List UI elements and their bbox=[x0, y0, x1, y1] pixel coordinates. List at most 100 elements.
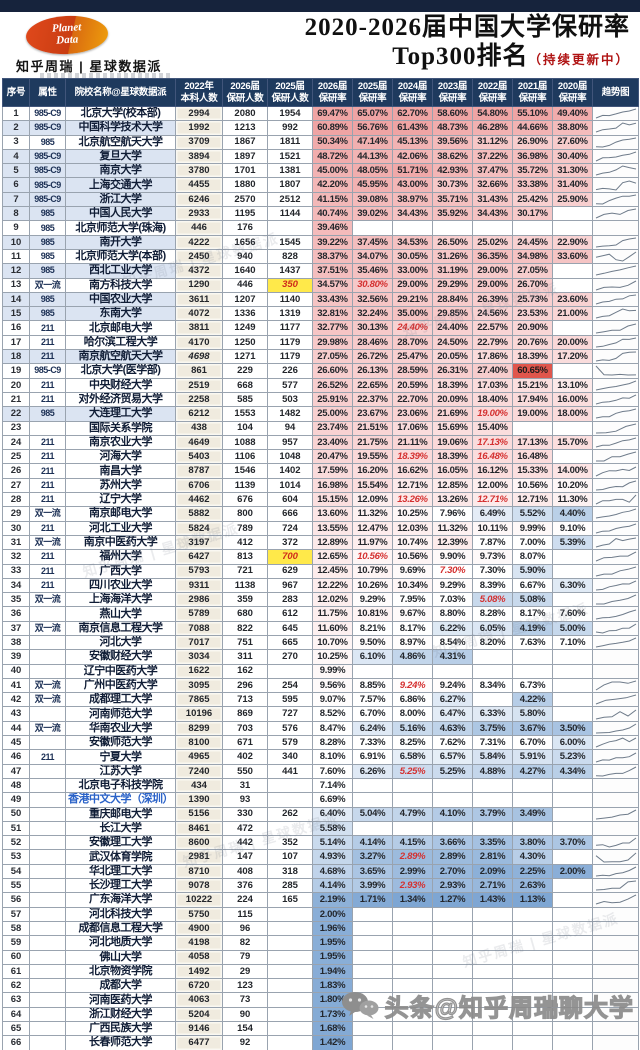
cell-university-name: 长沙理工大学 bbox=[65, 878, 176, 894]
trend-sparkline bbox=[595, 609, 636, 620]
col-header-8: 2025届 保研率 bbox=[352, 78, 393, 107]
cell-rate-2023 bbox=[432, 992, 473, 1008]
cell-rate-2021: 60.65% bbox=[512, 363, 553, 379]
cell-2026-recommend-count: 813 bbox=[222, 549, 268, 565]
cell-rate-2023: 16.05% bbox=[432, 463, 473, 479]
cell-rate-2020 bbox=[552, 692, 593, 708]
cell-rate-2020: 7.10% bbox=[552, 634, 593, 651]
cell-2026-recommend-count: 1336 bbox=[222, 306, 268, 322]
cell-2026-recommend-count: 123 bbox=[222, 978, 268, 994]
cell-attribute: 985-C9 bbox=[29, 163, 66, 179]
cell-trend-sparkline bbox=[592, 649, 639, 665]
cell-rate-2025: 6.26% bbox=[352, 763, 393, 779]
cell-rate-2021: 18.39% bbox=[512, 349, 553, 365]
cell-rate-2020 bbox=[552, 892, 593, 908]
cell-rate-2024: 9.24% bbox=[392, 677, 433, 694]
cell-rate-2023: 26.31% bbox=[432, 363, 473, 379]
cell-undergrad-count: 4965 bbox=[175, 749, 223, 765]
cell-rate-2023: 28.84% bbox=[432, 291, 473, 308]
cell-rank-number: 13 bbox=[2, 277, 30, 293]
cell-attribute: 211 bbox=[29, 434, 66, 451]
cell-trend-sparkline bbox=[592, 105, 639, 122]
cell-rate-2022: 15.40% bbox=[472, 420, 513, 436]
cell-rate-2020: 20.00% bbox=[552, 334, 593, 351]
cell-rate-2025 bbox=[352, 949, 393, 965]
cell-rate-2021 bbox=[512, 220, 553, 236]
cell-trend-sparkline bbox=[592, 363, 639, 379]
cell-attribute: 985 bbox=[29, 406, 66, 422]
title-line2: Top300排名（持续更新中） bbox=[200, 43, 630, 71]
cell-2026-recommend-count: 90 bbox=[222, 1006, 268, 1023]
cell-rate-2022 bbox=[472, 1006, 513, 1023]
cell-2026-recommend-count: 1897 bbox=[222, 148, 268, 165]
cell-rate-2023: 2.93% bbox=[432, 878, 473, 894]
cell-rate-2025: 6.10% bbox=[352, 649, 393, 665]
cell-rate-2024: 7.95% bbox=[392, 592, 433, 608]
cell-rate-2022: 5.84% bbox=[472, 749, 513, 765]
cell-rate-2021: 27.05% bbox=[512, 263, 553, 279]
cell-rate-2026: 8.52% bbox=[312, 706, 353, 722]
cell-rate-2026: 42.20% bbox=[312, 177, 353, 193]
trend-sparkline bbox=[595, 637, 636, 648]
cell-trend-sparkline bbox=[592, 220, 639, 236]
cell-rate-2025: 3.27% bbox=[352, 849, 393, 865]
cell-rate-2022: 17.13% bbox=[472, 434, 513, 451]
cell-rate-2026: 37.51% bbox=[312, 263, 353, 279]
cell-2025-recommend-count: 1437 bbox=[267, 263, 313, 279]
cell-attribute: 双一流 bbox=[29, 677, 66, 694]
cell-rate-2025 bbox=[352, 906, 393, 922]
cell-undergrad-count: 8100 bbox=[175, 735, 223, 751]
cell-2025-recommend-count: 666 bbox=[267, 506, 313, 522]
table-row: 4 985-C9 复旦大学 3894 1897 1521 48.72% 44.13% 42.06… bbox=[2, 148, 639, 165]
cell-university-name: 复旦大学 bbox=[65, 148, 176, 165]
cell-trend-sparkline bbox=[592, 749, 639, 765]
table-row: 46 211 宁夏大学 4965 402 340 8.10% 6.91% 6.58% 6.57% 5… bbox=[2, 749, 639, 765]
cell-rate-2022: 18.40% bbox=[472, 391, 513, 408]
cell-attribute bbox=[29, 735, 66, 751]
cell-attribute: 双一流 bbox=[29, 506, 66, 522]
cell-attribute: 985 bbox=[29, 291, 66, 308]
cell-undergrad-count: 3811 bbox=[175, 320, 223, 336]
cell-university-name: 东南大学 bbox=[65, 306, 176, 322]
cell-rate-2024: 9.67% bbox=[392, 606, 433, 622]
cell-rate-2023: 15.69% bbox=[432, 420, 473, 436]
cell-2025-recommend-count: 665 bbox=[267, 634, 313, 651]
cell-undergrad-count: 10196 bbox=[175, 706, 223, 722]
cell-rate-2023 bbox=[432, 978, 473, 994]
cell-2025-recommend-count: 1811 bbox=[267, 134, 313, 150]
cell-university-name: 中国科学技术大学 bbox=[65, 120, 176, 136]
cell-2026-recommend-count: 822 bbox=[222, 620, 268, 636]
cell-rate-2023: 18.39% bbox=[432, 449, 473, 465]
cell-rate-2025 bbox=[352, 1035, 393, 1050]
cell-rate-2023: 58.60% bbox=[432, 105, 473, 122]
table-row: 44 双一流 华南农业大学 8299 703 576 8.47% 6.24% 5.16% 4.63… bbox=[2, 720, 639, 737]
cell-rate-2024: 38.97% bbox=[392, 191, 433, 208]
cell-rate-2022: 8.34% bbox=[472, 677, 513, 694]
cell-rate-2020: 5.39% bbox=[552, 534, 593, 551]
cell-rate-2025 bbox=[352, 792, 393, 808]
cell-rate-2023 bbox=[432, 935, 473, 951]
cell-2025-recommend-count: 604 bbox=[267, 492, 313, 508]
table-body: 1 985-C9 北京大学(校本部) 2994 2080 1954 69.47% 65.07%… bbox=[2, 105, 639, 1050]
cell-rate-2021 bbox=[512, 920, 553, 937]
table-row: 28 211 辽宁大学 4462 676 604 15.15% 12.09% 13.26% 13.… bbox=[2, 492, 639, 508]
cell-attribute: 985 bbox=[29, 234, 66, 250]
cell-rate-2025: 56.76% bbox=[352, 120, 393, 136]
cell-attribute bbox=[29, 634, 66, 651]
cell-rate-2024: 42.06% bbox=[392, 148, 433, 165]
trend-sparkline bbox=[595, 494, 636, 505]
table-row: 21 211 对外经济贸易大学 2258 585 503 25.91% 22.37% 22.70… bbox=[2, 391, 639, 408]
cell-rate-2021 bbox=[512, 1006, 553, 1023]
cell-2025-recommend-count: 2512 bbox=[267, 191, 313, 208]
cell-rate-2023: 4.63% bbox=[432, 720, 473, 737]
cell-rank-number: 59 bbox=[2, 935, 30, 951]
cell-rate-2023: 24.50% bbox=[432, 334, 473, 351]
cell-rate-2026: 13.55% bbox=[312, 520, 353, 536]
cell-trend-sparkline bbox=[592, 377, 639, 393]
cell-attribute: 211 bbox=[29, 520, 66, 536]
cell-university-name: 安徽师范大学 bbox=[65, 735, 176, 751]
cell-rate-2025 bbox=[352, 820, 393, 837]
trend-sparkline bbox=[595, 480, 636, 491]
cell-trend-sparkline bbox=[592, 606, 639, 622]
cell-attribute bbox=[29, 792, 66, 808]
